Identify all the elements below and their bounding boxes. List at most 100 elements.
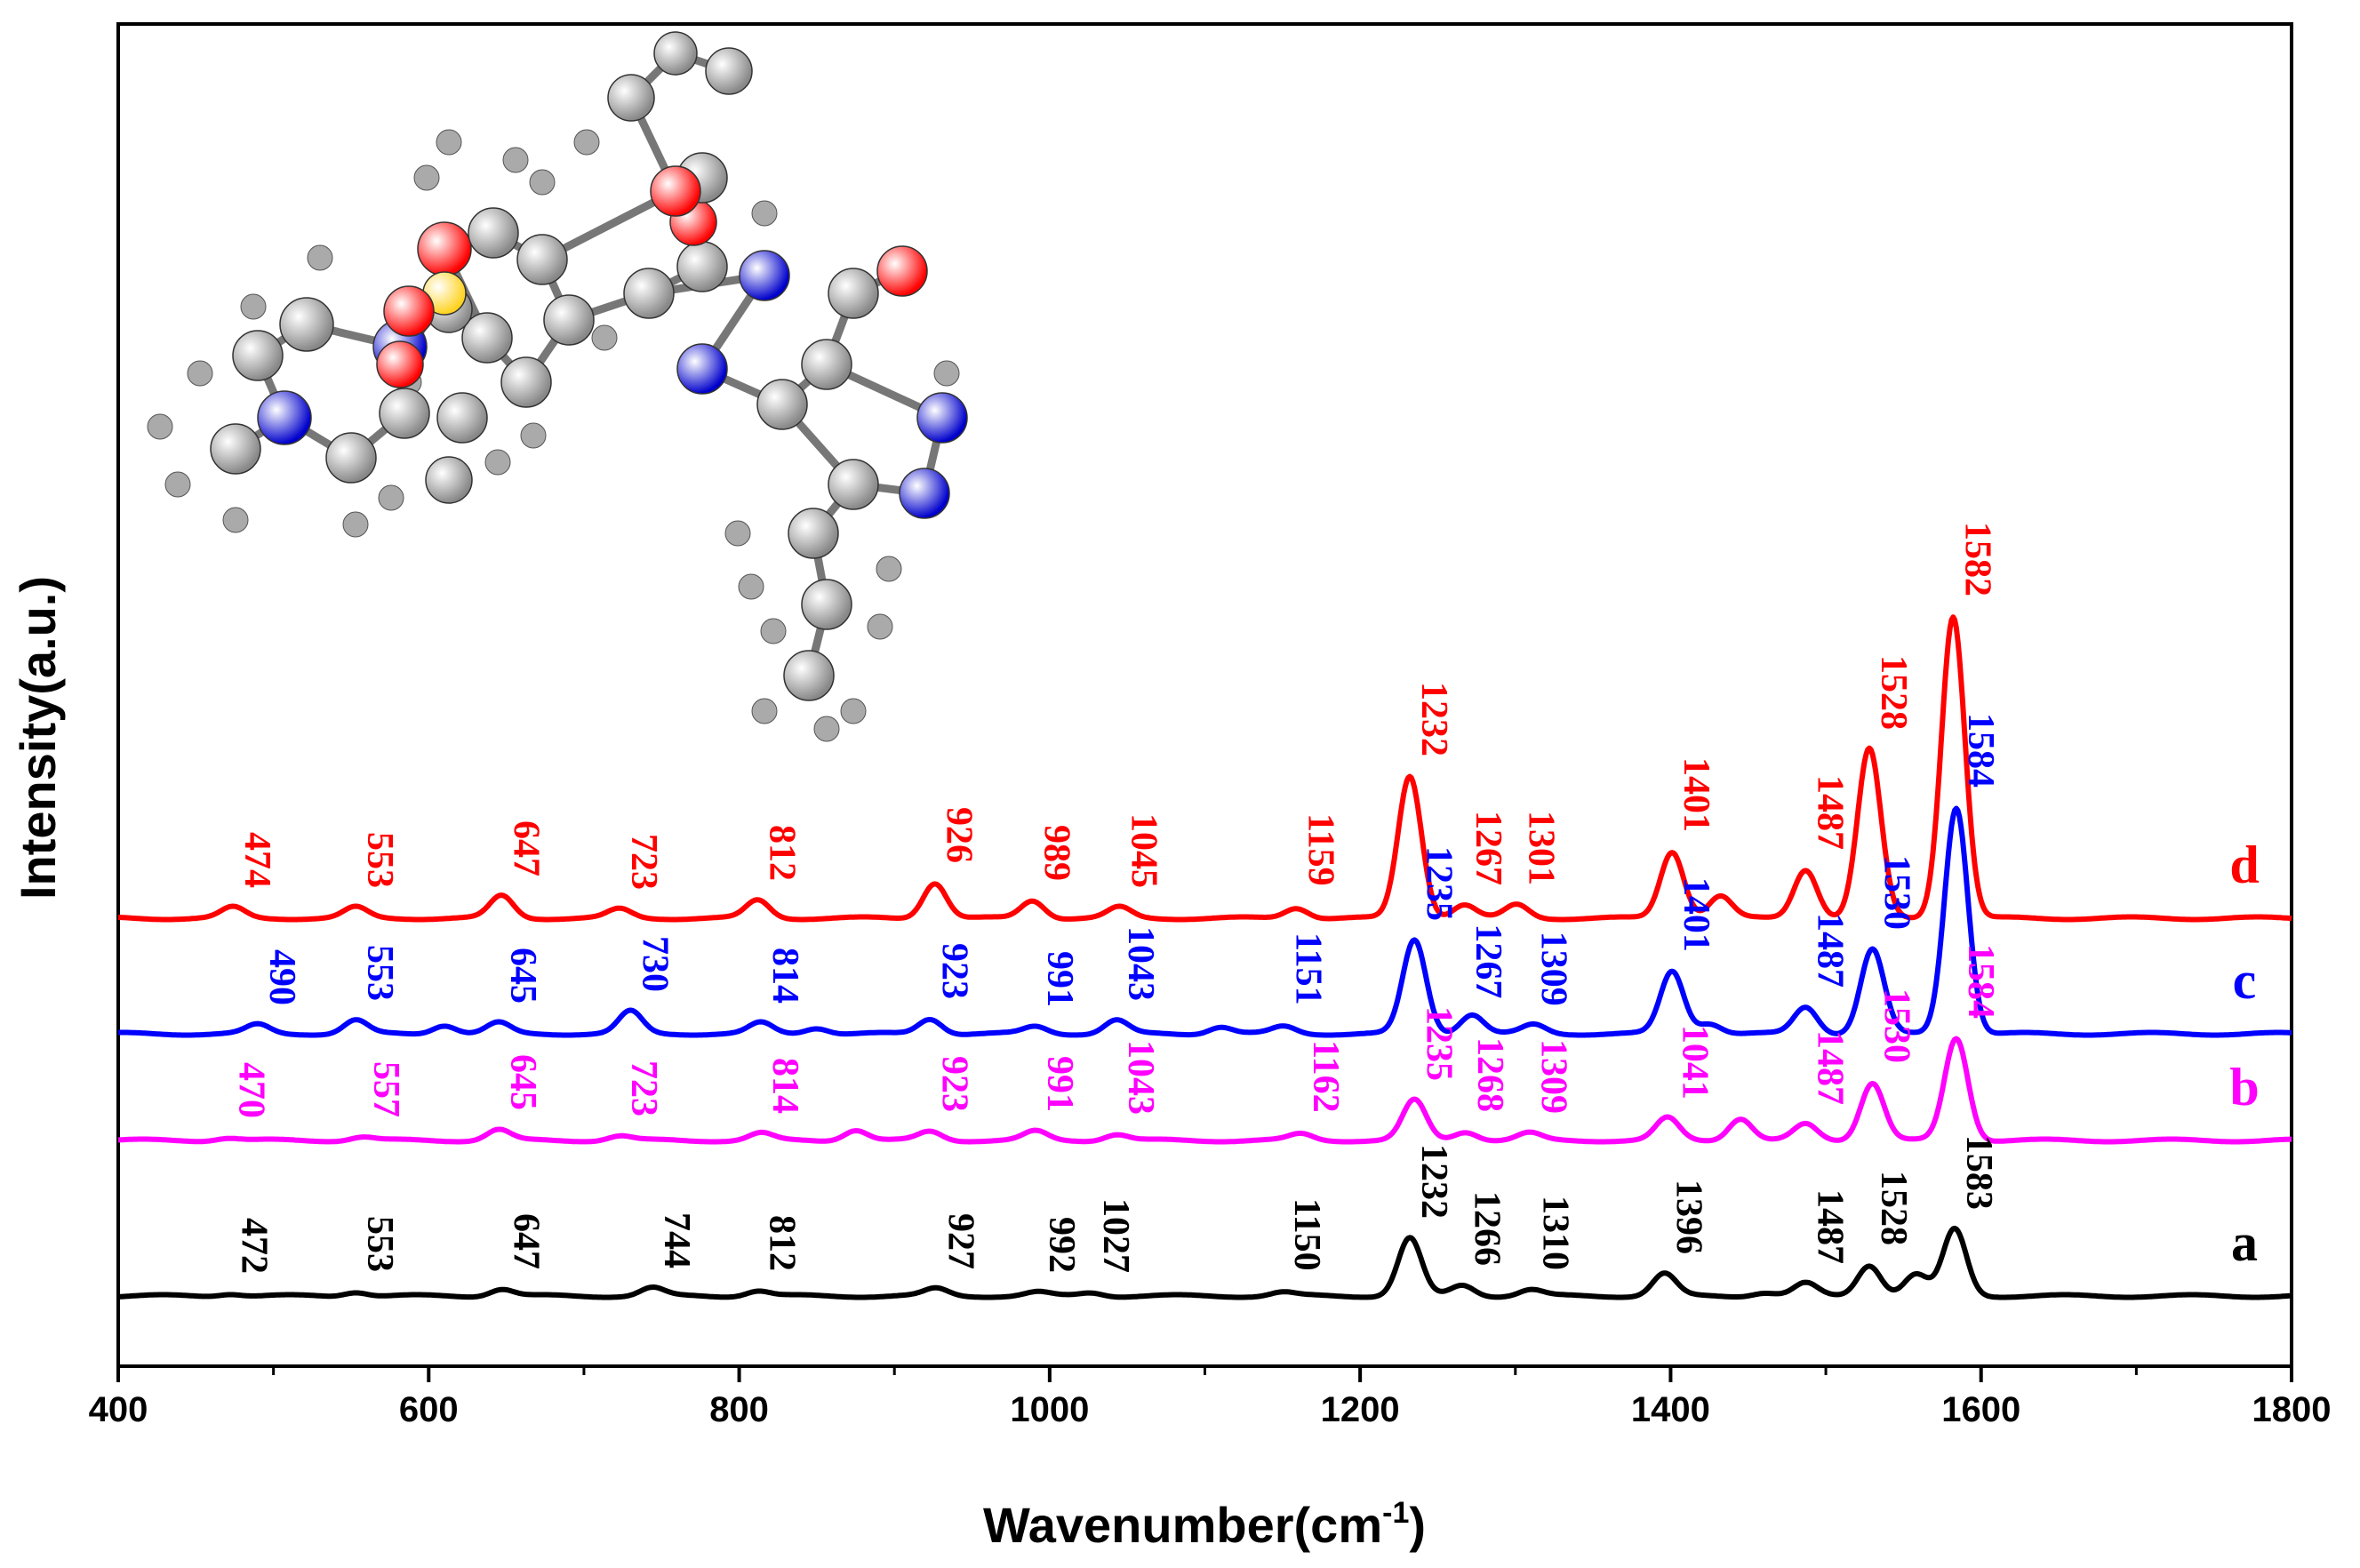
peak-label-a: 744: [656, 1212, 697, 1268]
x-tick-label: 1800: [2252, 1390, 2332, 1429]
peak-label-b: 1309: [1533, 1039, 1574, 1114]
molecule-atom: [279, 297, 334, 352]
peak-label-b: 1268: [1469, 1037, 1510, 1112]
peak-label-c: 1487: [1809, 913, 1850, 988]
series-letter-a: a: [2231, 1213, 2258, 1272]
molecule-atom: [468, 207, 519, 259]
hydrogen-atom: [222, 507, 249, 533]
peak-label-a: 1583: [1958, 1135, 1999, 1210]
peak-label-d: 647: [505, 820, 546, 876]
molecule-atom: [676, 343, 728, 395]
peak-label-b: 470: [230, 1062, 271, 1118]
peak-label-d: 1232: [1413, 682, 1454, 756]
molecule-atom: [232, 330, 284, 381]
series-line-b: [116, 1036, 2293, 1145]
peak-label-b: 557: [365, 1061, 406, 1117]
peak-label-d: 1159: [1300, 813, 1341, 886]
hydrogen-atom: [751, 200, 778, 227]
peak-label-d: 812: [762, 825, 803, 881]
x-tick-label: 1600: [1941, 1390, 2020, 1429]
y-axis-title: Intensity(a.u.): [10, 576, 66, 900]
peak-label-d: 1401: [1676, 757, 1716, 832]
peak-label-d: 1487: [1809, 775, 1850, 850]
hydrogen-atom: [520, 422, 547, 449]
x-tick-label: 800: [709, 1390, 769, 1429]
hydrogen-atom: [529, 169, 556, 196]
hydrogen-atom: [147, 413, 173, 440]
molecule-atom: [425, 456, 473, 504]
molecule-atom: [436, 392, 488, 444]
x-tick-label: 600: [399, 1390, 459, 1429]
peak-label-d: 989: [1036, 825, 1077, 881]
molecule-atom: [801, 579, 852, 630]
molecule-atom: [783, 650, 835, 701]
peak-label-d: 926: [939, 807, 980, 863]
molecule-atom: [876, 245, 928, 297]
x-tick-label: 1000: [1010, 1390, 1089, 1429]
peak-label-c: 991: [1039, 951, 1080, 1007]
hydrogen-atom: [760, 618, 787, 644]
molecule-atom: [210, 423, 261, 475]
peak-label-b: 1041: [1674, 1025, 1715, 1100]
series-letter-b: b: [2229, 1058, 2259, 1116]
molecule-atom: [325, 432, 377, 484]
peak-label-c: 1401: [1676, 877, 1716, 952]
hydrogen-atom: [164, 471, 191, 498]
peak-label-c: 1235: [1418, 846, 1459, 921]
hydrogen-atom: [933, 360, 960, 387]
molecule-atom: [739, 250, 790, 301]
peak-label-a: 647: [505, 1213, 546, 1269]
hydrogen-atom: [724, 520, 751, 547]
series-line-a: [116, 1225, 2293, 1300]
hydrogen-atom: [484, 449, 511, 476]
peak-label-c: 645: [502, 948, 543, 1004]
molecule-atom: [379, 388, 430, 439]
molecule-atom: [828, 459, 879, 510]
series-line-d: [116, 614, 2293, 923]
molecule-atom: [653, 31, 698, 76]
peak-label-d: 474: [236, 832, 277, 888]
hydrogen-atom: [840, 698, 867, 724]
peak-label-c: 1309: [1533, 932, 1574, 1006]
molecule-atom: [257, 390, 312, 445]
peak-label-a: 1396: [1668, 1180, 1708, 1254]
peak-label-d: 553: [359, 832, 400, 888]
molecule-atom: [801, 339, 852, 390]
peak-label-c: 730: [634, 936, 675, 992]
peak-label-a: 1150: [1286, 1198, 1327, 1271]
peak-label-a: 992: [1041, 1217, 1082, 1273]
molecule-inset: [147, 31, 968, 742]
peak-label-d: 1301: [1521, 811, 1562, 885]
molecule-atom: [516, 234, 568, 285]
peak-label-a: 1027: [1095, 1198, 1136, 1273]
peak-label-c: 1584: [1960, 713, 2001, 788]
peak-label-a: 1528: [1873, 1171, 1914, 1245]
peak-label-a: 472: [234, 1218, 275, 1274]
peak-label-d: 1267: [1468, 811, 1508, 885]
hydrogen-atom: [342, 511, 369, 538]
peak-label-d: 723: [623, 834, 664, 890]
series-layer: [116, 614, 2293, 1300]
molecule-atom: [705, 47, 753, 95]
x-tick-label: 1400: [1631, 1390, 1710, 1429]
peak-label-c: 1267: [1468, 924, 1508, 998]
hydrogen-atom: [738, 573, 764, 600]
peak-label-a: 1487: [1809, 1189, 1850, 1264]
peak-label-b: 1487: [1809, 1030, 1850, 1105]
hydrogen-atom: [876, 556, 902, 582]
peak-label-b: 1584: [1960, 944, 2001, 1019]
peak-label-b: 1235: [1418, 1006, 1459, 1081]
hydrogen-atom: [436, 129, 462, 156]
hydrogen-atom: [867, 613, 893, 640]
hydrogen-atom: [751, 698, 778, 724]
hydrogen-atom: [591, 324, 618, 351]
peak-label-b: 814: [764, 1058, 805, 1114]
peak-label-c: 490: [261, 949, 302, 1005]
molecule-atom: [543, 294, 595, 346]
molecule-atom: [623, 268, 675, 319]
peak-label-b: 1162: [1305, 1040, 1346, 1113]
peak-label-c: 1043: [1120, 926, 1161, 1001]
hydrogen-atom: [378, 484, 404, 511]
peak-label-a: 1310: [1534, 1196, 1575, 1270]
